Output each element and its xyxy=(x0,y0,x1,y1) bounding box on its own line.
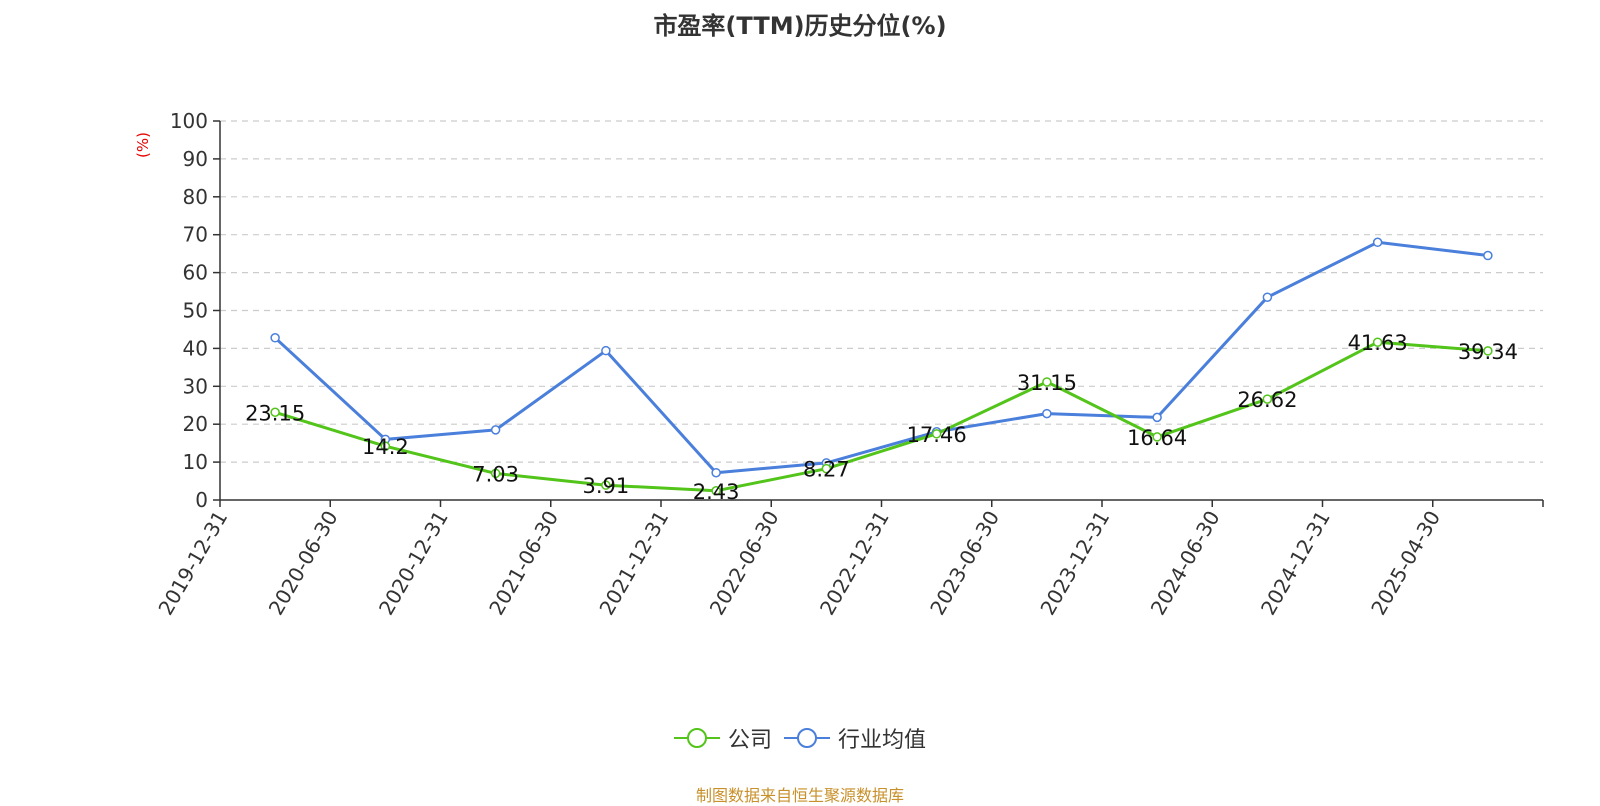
y-tick-label: 0 xyxy=(195,488,208,512)
legend: 公司 行业均值 xyxy=(0,722,1600,754)
chart-title: 市盈率(TTM)历史分位(%) xyxy=(653,12,947,40)
x-tick-label: 2024-06-30 xyxy=(1146,507,1225,620)
x-tick-label: 2023-06-30 xyxy=(925,507,1004,620)
data-point-company xyxy=(1152,432,1162,442)
x-tick-label: 2022-12-31 xyxy=(815,507,894,620)
y-tick-label: 40 xyxy=(183,336,208,360)
y-tick-label: 60 xyxy=(183,261,208,285)
data-label: 8.27 xyxy=(803,458,850,482)
y-tick-label: 30 xyxy=(183,374,208,398)
data-point-industry xyxy=(1262,292,1273,302)
data-label: 7.03 xyxy=(472,462,519,486)
data-label: 16.64 xyxy=(1127,426,1187,450)
data-label: 39.34 xyxy=(1458,340,1518,364)
x-tick-label: 2021-12-31 xyxy=(594,507,673,620)
data-point-company xyxy=(1483,346,1493,356)
data-point-industry xyxy=(711,467,721,478)
legend-item-industry[interactable]: 行业均值 xyxy=(784,722,926,754)
data-label: 3.91 xyxy=(582,474,629,498)
x-tick-label: 2022-06-30 xyxy=(705,507,784,620)
y-tick-label: 20 xyxy=(183,412,208,436)
legend-industry-label: 行业均值 xyxy=(838,728,927,753)
data-label: 41.63 xyxy=(1348,331,1408,355)
data-point-company xyxy=(1262,394,1273,404)
data-source-note: 制图数据来自恒生聚源数据库 xyxy=(695,786,904,805)
data-label: 17.46 xyxy=(907,423,967,447)
data-label: 26.62 xyxy=(1237,388,1297,412)
grid-lines xyxy=(220,120,1543,463)
data-point-industry xyxy=(1372,237,1383,248)
x-tick-label: 2023-12-31 xyxy=(1035,507,1114,620)
y-tick-label: 80 xyxy=(183,185,208,209)
data-point-company xyxy=(931,429,942,439)
x-tick-label: 2019-12-31 xyxy=(153,507,232,620)
data-point-industry xyxy=(601,345,611,356)
legend-company-icon xyxy=(673,728,720,748)
data-point-company xyxy=(270,407,280,418)
data-point-company xyxy=(380,441,391,451)
x-tick-label: 2021-06-30 xyxy=(484,507,563,620)
data-point-industry xyxy=(490,425,501,435)
y-tick-label: 100 xyxy=(170,109,208,133)
data-point-company xyxy=(601,480,611,490)
data-point-company xyxy=(1042,377,1052,387)
y-tick-label: 70 xyxy=(183,223,208,247)
data-label: 2.43 xyxy=(693,480,740,504)
data-point-industry xyxy=(1152,412,1162,423)
legend-company-label: 公司 xyxy=(727,728,772,753)
series-line-industry xyxy=(274,240,1489,475)
data-point-industry xyxy=(1483,250,1493,261)
x-tick-label: 2020-12-31 xyxy=(374,507,453,620)
data-point-industry xyxy=(270,333,280,343)
data-label: 14.2 xyxy=(362,435,409,459)
x-tick-label: 2025-04-30 xyxy=(1366,507,1445,620)
x-tick-label: 2020-06-30 xyxy=(264,507,343,620)
y-tick-label: 10 xyxy=(183,450,208,474)
data-label: 23.15 xyxy=(245,401,305,425)
x-tick-label: 2024-12-31 xyxy=(1256,507,1335,620)
data-point-company xyxy=(490,468,501,479)
series xyxy=(270,237,1493,496)
y-tick-label: 90 xyxy=(183,147,208,171)
data-point-industry xyxy=(1042,408,1052,419)
data-labels: 23.15 14.2 7.03 3.91 2.43 8.27 17.46 31.15 16.64… xyxy=(245,331,1518,504)
data-point-company xyxy=(711,486,721,496)
data-label: 31.15 xyxy=(1017,371,1077,395)
legend-industry-icon xyxy=(784,728,830,748)
series-line-company xyxy=(274,340,1489,493)
y-tick-label: 50 xyxy=(183,299,208,323)
data-point-company xyxy=(1372,337,1383,347)
data-point-company xyxy=(821,463,832,474)
legend-item-company[interactable]: 公司 xyxy=(673,722,772,754)
